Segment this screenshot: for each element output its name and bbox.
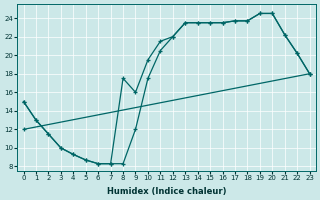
X-axis label: Humidex (Indice chaleur): Humidex (Indice chaleur) bbox=[107, 187, 226, 196]
